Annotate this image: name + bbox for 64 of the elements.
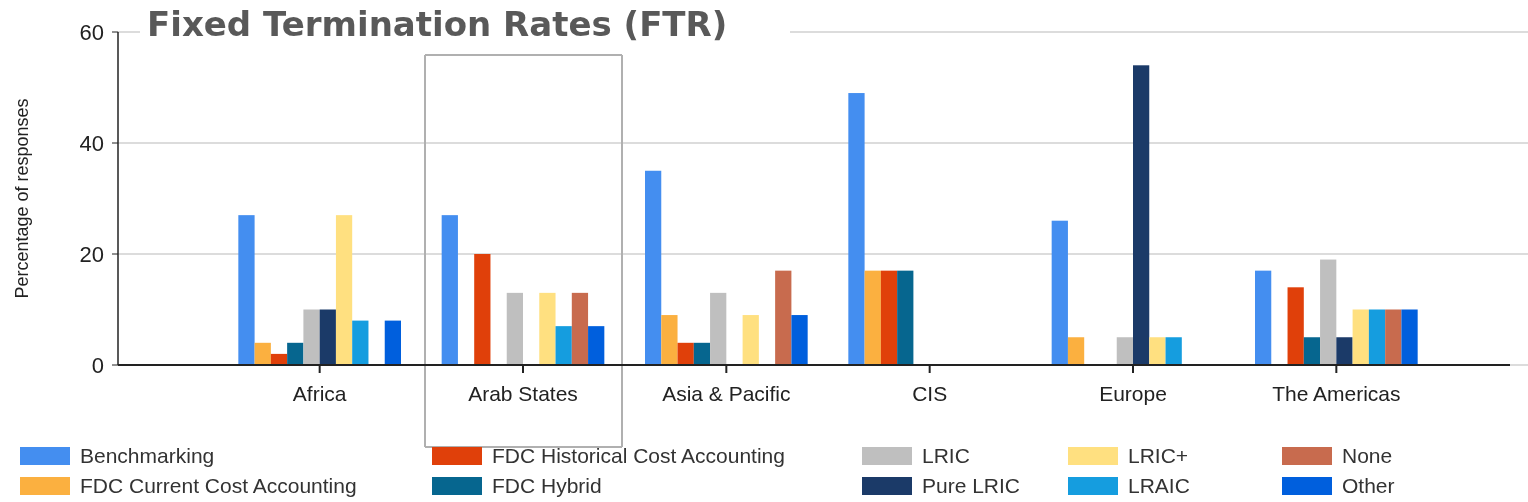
bar [1165, 337, 1182, 365]
bar [1385, 309, 1402, 365]
y-tick-label: 0 [91, 353, 104, 378]
bar [1051, 220, 1068, 365]
x-tick-label: Europe [1099, 382, 1167, 405]
legend-label: LRAIC [1128, 474, 1190, 497]
bar [352, 320, 369, 365]
bar [238, 215, 255, 365]
x-tick-label: Africa [292, 382, 347, 405]
bar [539, 292, 556, 365]
legend-label: FDC Hybrid [492, 474, 602, 497]
bar [880, 270, 898, 365]
bar [287, 342, 304, 365]
bar [588, 326, 605, 365]
legend-label: LRIC [922, 444, 970, 467]
bar [1287, 287, 1304, 365]
bar [1303, 337, 1321, 365]
bar [1116, 337, 1133, 365]
bar [384, 320, 401, 365]
bar [506, 292, 523, 365]
y-tick-label: 20 [79, 242, 104, 267]
chart-title: Fixed Termination Rates (FTR) [147, 4, 728, 44]
bar [864, 270, 881, 365]
bar [1133, 65, 1150, 365]
bar [645, 170, 662, 365]
bar [571, 292, 589, 365]
bar [710, 292, 727, 365]
x-tick-label: The Americas [1272, 382, 1401, 405]
bar [319, 309, 336, 365]
x-tick-label: CIS [912, 382, 948, 405]
y-tick-label: 40 [79, 131, 104, 156]
bar [1320, 259, 1337, 365]
bar [254, 342, 271, 365]
y-tick-label: 60 [79, 20, 104, 45]
bar [897, 270, 914, 365]
bar [1067, 337, 1085, 365]
bar [1336, 337, 1353, 365]
x-tick-label: Asia & Pacific [662, 382, 791, 405]
bar [1368, 309, 1386, 365]
bar [693, 342, 711, 365]
bar [1352, 309, 1369, 365]
bar [474, 254, 491, 365]
legend-label: FDC Historical Cost Accounting [492, 444, 785, 467]
bar [1401, 309, 1418, 365]
bar [441, 215, 458, 365]
bar [303, 309, 320, 365]
legend-label: FDC Current Cost Accounting [80, 474, 357, 497]
bar [791, 315, 808, 365]
bar [775, 270, 792, 365]
bar [661, 315, 678, 365]
bar [848, 93, 865, 365]
bar [555, 326, 572, 365]
bar [677, 342, 694, 365]
bar [742, 315, 759, 365]
y-axis-title: Percentage of responses [12, 98, 32, 299]
legend-label: LRIC+ [1128, 444, 1189, 467]
x-tick-label: Arab States [468, 382, 578, 405]
legend-label: Pure LRIC [922, 474, 1021, 497]
bar [1149, 337, 1166, 365]
legend-label: Benchmarking [80, 444, 215, 467]
legend-label: Other [1342, 474, 1395, 497]
bar [1255, 270, 1272, 365]
bar [335, 215, 353, 365]
legend-label: None [1342, 444, 1393, 467]
